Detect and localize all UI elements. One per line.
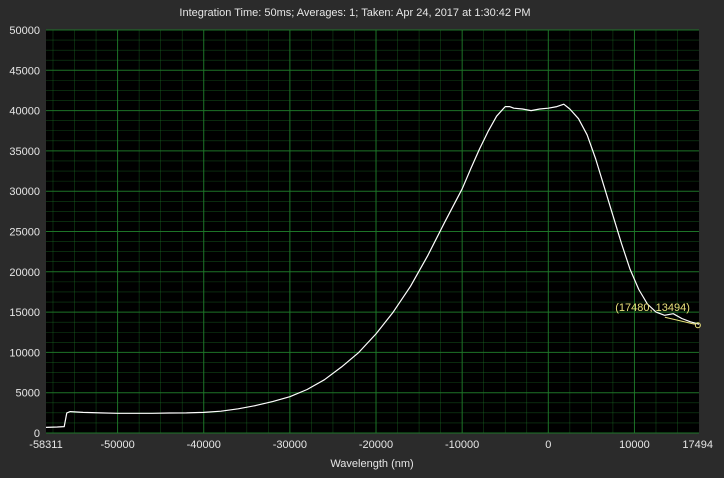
y-tick-label: 50000 <box>9 25 40 37</box>
y-tick-label: 35000 <box>9 146 40 158</box>
y-tick-label: 25000 <box>9 227 40 239</box>
x-axis-ticks: -58311 -50000 -40000 -30000 -20000 -10000 0 100… <box>29 439 713 451</box>
x-axis-title: Wavelength (nm) <box>330 458 413 470</box>
x-tick-label: 10000 <box>619 439 650 451</box>
grid-lines <box>46 29 699 434</box>
cursor-label: (17480, 13494) <box>615 302 690 314</box>
x-tick-label: 17494 <box>682 439 713 451</box>
series-layer <box>45 103 700 428</box>
cursor-marker[interactable] <box>694 322 701 329</box>
y-tick-label: 15000 <box>9 307 40 319</box>
y-tick-label: 45000 <box>9 65 40 77</box>
x-tick-label: -30000 <box>273 439 307 451</box>
series-line-0 <box>45 103 700 428</box>
chart-title: Integration Time: 50ms; Averages: 1; Tak… <box>179 7 530 19</box>
y-tick-label: 10000 <box>9 347 40 359</box>
y-axis-ticks: 0 5000 10000 15000 20000 25000 30000 35000 40000… <box>9 25 40 440</box>
cursor-layer: (17480, 13494) <box>615 302 701 329</box>
y-tick-label: 40000 <box>9 106 40 118</box>
x-tick-label: -58311 <box>29 439 62 451</box>
y-tick-label: 0 <box>34 428 40 440</box>
cursor-leader-line <box>664 316 695 325</box>
x-tick-label: 0 <box>545 439 551 451</box>
y-tick-label: 20000 <box>9 267 40 279</box>
x-tick-label: -40000 <box>187 439 221 451</box>
x-tick-label: -20000 <box>359 439 393 451</box>
x-tick-label: -50000 <box>100 439 134 451</box>
y-tick-label: 30000 <box>9 186 40 198</box>
y-tick-label: 5000 <box>16 388 40 400</box>
x-tick-label: -10000 <box>445 439 479 451</box>
